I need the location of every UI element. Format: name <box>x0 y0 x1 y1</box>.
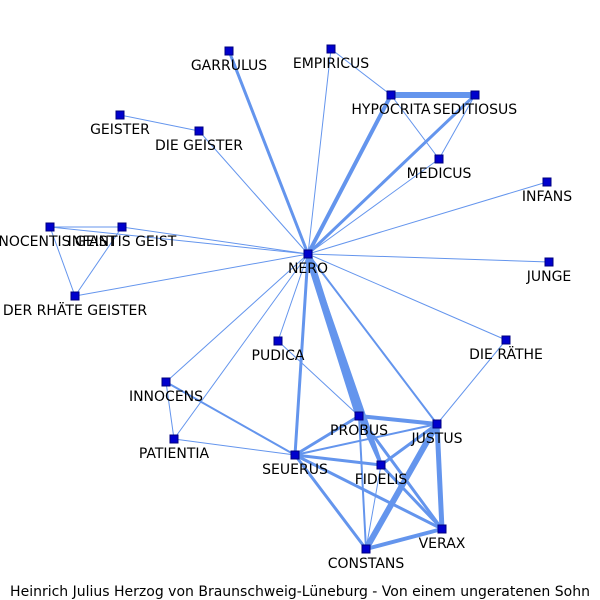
node-label-constans: CONSTANS <box>328 556 405 572</box>
edge-probus-justus <box>357 414 439 426</box>
edge-hypocrita-medicus <box>390 94 440 160</box>
edges-layer <box>49 48 550 552</box>
node-label-die-geister: DIE GEISTER <box>155 138 243 154</box>
edge-empiricus-hypocrita <box>330 48 392 96</box>
node-label-garrulus: GARRULUS <box>191 58 267 74</box>
node-label-infantis: INFANTIS GEIST <box>68 234 177 250</box>
edge-nero-justus <box>307 253 438 425</box>
edge-probus-verax <box>357 414 444 531</box>
edge-innocens-patientia <box>165 381 175 440</box>
edge-nero-pudica <box>277 253 309 342</box>
node-seuerus <box>290 450 300 460</box>
node-label-nero: NERO <box>288 261 328 277</box>
node-label-infans: INFANS <box>522 189 572 205</box>
node-patientia <box>169 434 179 444</box>
node-die-raethe <box>501 335 511 345</box>
node-infans <box>542 177 552 187</box>
edge-nero-innocentis <box>49 226 309 255</box>
node-der-raete <box>70 291 80 301</box>
node-hypocrita <box>386 90 396 100</box>
node-label-verax: VERAX <box>419 536 466 552</box>
node-pudica <box>273 336 283 346</box>
node-label-medicus: MEDICUS <box>407 166 472 182</box>
nodes-layer <box>45 44 554 554</box>
node-label-patientia: PATIENTIA <box>139 446 210 462</box>
edge-nero-seuerus <box>293 252 310 457</box>
edge-die_raethe-justus <box>436 339 507 425</box>
node-seditiosus <box>470 90 480 100</box>
node-label-justus: JUSTUS <box>411 431 463 447</box>
node-fidelis <box>376 460 386 470</box>
node-label-geister: GEISTER <box>90 122 150 138</box>
edge-innocentis-der_raete <box>49 226 76 297</box>
edge-infantis-der_raete <box>74 226 123 297</box>
edge-nero-die_geister <box>198 130 309 255</box>
edge-nero-infantis <box>121 226 309 255</box>
edge-justus-seuerus <box>294 423 438 456</box>
node-infantis <box>117 222 127 232</box>
node-innocentis <box>45 222 55 232</box>
node-label-pudica: PUDICA <box>252 348 305 364</box>
node-label-junge: JUNGE <box>526 269 572 285</box>
edge-fidelis-verax <box>379 463 444 531</box>
node-justus <box>432 419 442 429</box>
node-label-hypocrita: HYPOCRITA <box>351 102 431 118</box>
edge-nero-patientia <box>173 253 309 440</box>
node-label-innocentis: INNOCENTIS GEIST <box>0 234 117 250</box>
node-label-fidelis: FIDELIS <box>355 472 408 488</box>
node-label-der-raete: DER RHÄTE GEISTER <box>3 301 148 319</box>
edge-nero-garrulus <box>227 49 310 256</box>
node-label-die-raethe: DIE RÄTHE <box>469 345 543 363</box>
node-constans <box>361 544 371 554</box>
node-label-seuerus: SEUERUS <box>262 462 328 478</box>
edge-seuerus-constans <box>293 453 368 551</box>
diagram-caption: Heinrich Julius Herzog von Braunschweig-… <box>10 584 590 600</box>
node-label-empiricus: EMPIRICUS <box>293 56 369 72</box>
edge-patientia-seuerus <box>173 438 296 456</box>
node-die-geister <box>194 126 204 136</box>
edge-probus-fidelis <box>357 414 383 467</box>
edge-nero-hypocrita <box>306 93 393 256</box>
node-garrulus <box>224 46 234 56</box>
node-empiricus <box>326 44 336 54</box>
node-verax <box>437 524 447 534</box>
node-label-seditiosus: SEDITIOSUS <box>433 102 517 118</box>
edge-justus-fidelis <box>379 422 439 467</box>
node-label-probus: PROBUS <box>330 423 388 439</box>
edge-nero-empiricus <box>307 48 332 255</box>
node-innocens <box>161 377 171 387</box>
edge-nero-medicus <box>307 158 440 255</box>
edge-seuerus-fidelis <box>293 453 383 467</box>
edge-fidelis-constans <box>365 464 382 550</box>
edge-nero-junge <box>307 253 550 263</box>
node-geister <box>115 110 125 120</box>
edge-nero-der_raete <box>74 253 309 297</box>
edge-seuerus-verax <box>293 453 444 531</box>
node-junge <box>544 257 554 267</box>
node-probus <box>354 411 364 421</box>
edge-nero-seditiosus <box>306 93 477 256</box>
edge-probus-constans <box>358 415 367 550</box>
node-nero <box>303 249 313 259</box>
labels-layer: GARRULUS EMPIRICUS HYPOCRITA SEDITIOSUS GEIS… <box>0 56 572 572</box>
edge-geister-die_geister <box>119 114 200 132</box>
edge-seditiosus-medicus <box>438 94 476 160</box>
node-label-innocens: INNOCENS <box>129 389 203 405</box>
edge-nero-infans <box>307 181 548 255</box>
edge-pudica-probus <box>277 340 360 417</box>
node-medicus <box>434 154 444 164</box>
edge-nero-innocens <box>165 253 309 383</box>
edge-nero-die_raethe <box>307 253 507 341</box>
edge-constans-verax <box>364 527 444 551</box>
edge-justus-verax <box>434 421 445 532</box>
edge-probus-seuerus <box>293 414 361 457</box>
edge-innocens-seuerus <box>165 381 296 456</box>
